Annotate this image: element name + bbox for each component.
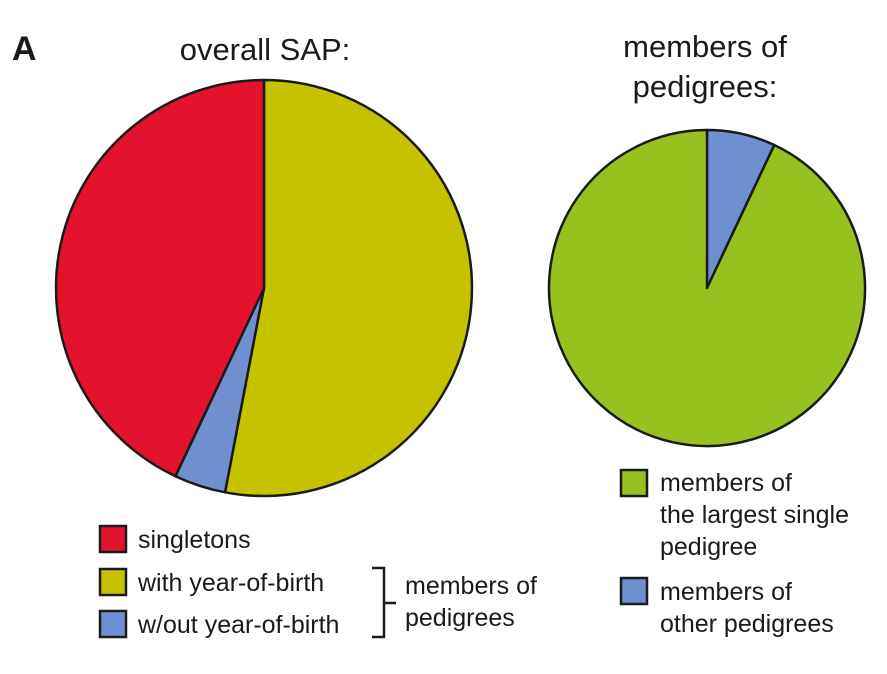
bracket-label-line-1: members of [405,572,537,600]
legend-label-with-year-of-birth: with year-of-birth [137,569,324,597]
overall-sap-pie [54,78,474,498]
pedigree-members-chart: members of pedigrees: members of the lar… [547,29,867,638]
legend-swatch-singletons [98,524,128,554]
legend-label-singletons: singletons [138,526,251,554]
legend-swatch-largest-pedigree [619,468,649,498]
pie-slice-members-of-the-largest-single-pedigree [547,128,867,448]
pedigree-title-line-1: members of [623,29,787,64]
legend-label-without-year-of-birth: w/out year-of-birth [137,611,339,639]
legend-swatch-other-pedigrees [619,576,649,606]
legend-largest-line-3: pedigree [660,533,757,561]
legend-swatch-without-year-of-birth [98,609,128,639]
bracket-label-line-2: pedigrees [405,604,515,632]
panel-label: A [12,30,37,68]
pedigree-members-pie [547,128,867,448]
pie-slice-singletons [54,78,266,478]
pedigree-bracket [372,566,396,639]
overall-sap-chart: overall SAP: singletons with year-of-bir… [54,32,537,639]
overall-sap-title: overall SAP: [180,32,351,67]
legend-swatch-with-year-of-birth [98,567,128,597]
legend-other-line-1: members of [660,578,792,606]
pie-slice-with-year-of-birth [223,78,474,498]
legend-largest-line-1: members of [660,469,792,497]
legend-other-line-2: other pedigrees [660,610,834,638]
pedigree-title-line-2: pedigrees: [633,69,778,104]
legend-largest-line-2: the largest single [660,501,849,529]
